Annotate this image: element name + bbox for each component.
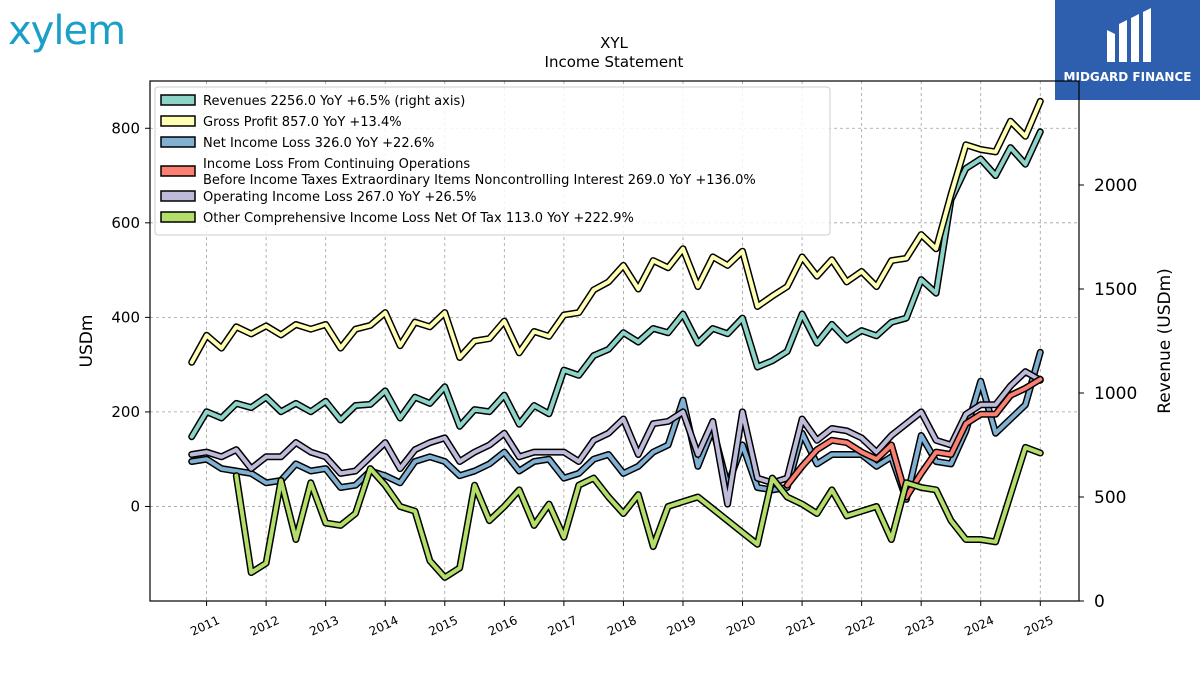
y-right-tick-label: 500 bbox=[1094, 488, 1126, 508]
x-tick-label: 2017 bbox=[546, 613, 580, 639]
x-tick-label: 2024 bbox=[962, 613, 996, 639]
legend-swatch bbox=[160, 94, 196, 106]
series-line bbox=[189, 129, 1043, 439]
y-right-tick-label: 1000 bbox=[1094, 384, 1137, 404]
midgard-finance-text: MIDGARD FINANCE bbox=[1063, 70, 1192, 84]
legend-label: Revenues 2256.0 YoY +6.5% (right axis) bbox=[203, 94, 465, 109]
legend: Revenues 2256.0 YoY +6.5% (right axis) Gr… bbox=[154, 86, 831, 236]
legend-label: Income Loss From Continuing Operations bbox=[203, 157, 470, 172]
x-tick-label: 2022 bbox=[843, 613, 877, 639]
series-line bbox=[234, 445, 1043, 580]
plot-area-frame bbox=[149, 80, 1080, 602]
y-tick-label: 800 bbox=[111, 119, 140, 137]
legend-label: Net Income Loss 326.0 YoY +22.6% bbox=[203, 136, 434, 151]
legend-swatch bbox=[160, 115, 196, 127]
y-axis-label: USDm bbox=[77, 315, 97, 368]
x-tick-label: 2012 bbox=[248, 613, 282, 639]
series-line bbox=[189, 99, 1043, 365]
x-tick-label: 2015 bbox=[426, 613, 460, 639]
y-right-tick-label: 1500 bbox=[1094, 280, 1137, 300]
legend-label: Before Income Taxes Extraordinary Items … bbox=[203, 173, 756, 188]
y-tick-label: 600 bbox=[111, 214, 140, 232]
x-tick-label: 2021 bbox=[784, 613, 818, 639]
legend-swatch bbox=[160, 211, 196, 223]
chart-subtitle: Income Statement bbox=[545, 53, 684, 71]
xylem-logo: xylem bbox=[8, 8, 126, 54]
midgard-logo-icon bbox=[1107, 8, 1151, 62]
y-right-tick-label: 0 bbox=[1094, 592, 1105, 612]
legend-swatch bbox=[160, 165, 196, 177]
x-tick-label: 2016 bbox=[486, 613, 520, 639]
x-tick-label: 2020 bbox=[724, 613, 758, 639]
series-layer bbox=[188, 97, 1044, 581]
x-tick-label: 2013 bbox=[307, 613, 341, 639]
legend-label: Gross Profit 857.0 YoY +13.4% bbox=[203, 115, 402, 130]
legend-label: Other Comprehensive Income Loss Net Of T… bbox=[203, 211, 634, 226]
legend-box bbox=[154, 86, 831, 236]
x-tick-label: 2019 bbox=[665, 613, 699, 639]
legend-label: Operating Income Loss 267.0 YoY +26.5% bbox=[203, 190, 477, 205]
y-axis-right-label: Revenue (USDm) bbox=[1155, 268, 1175, 414]
x-tick-label: 2025 bbox=[1022, 613, 1056, 639]
y-right-tick-label: 2000 bbox=[1094, 176, 1137, 196]
y-tick-label: 0 bbox=[130, 497, 140, 515]
x-tick-label: 2023 bbox=[903, 613, 937, 639]
y-tick-label: 200 bbox=[111, 403, 140, 421]
x-tick-label: 2011 bbox=[188, 613, 222, 639]
legend-swatch bbox=[160, 190, 196, 202]
y-tick-label: 400 bbox=[111, 308, 140, 326]
chart-title: XYL bbox=[600, 34, 628, 52]
series-line bbox=[189, 369, 1043, 507]
x-tick-label: 2018 bbox=[605, 613, 639, 639]
legend-swatch bbox=[160, 136, 196, 148]
x-tick-label: 2014 bbox=[367, 613, 401, 639]
